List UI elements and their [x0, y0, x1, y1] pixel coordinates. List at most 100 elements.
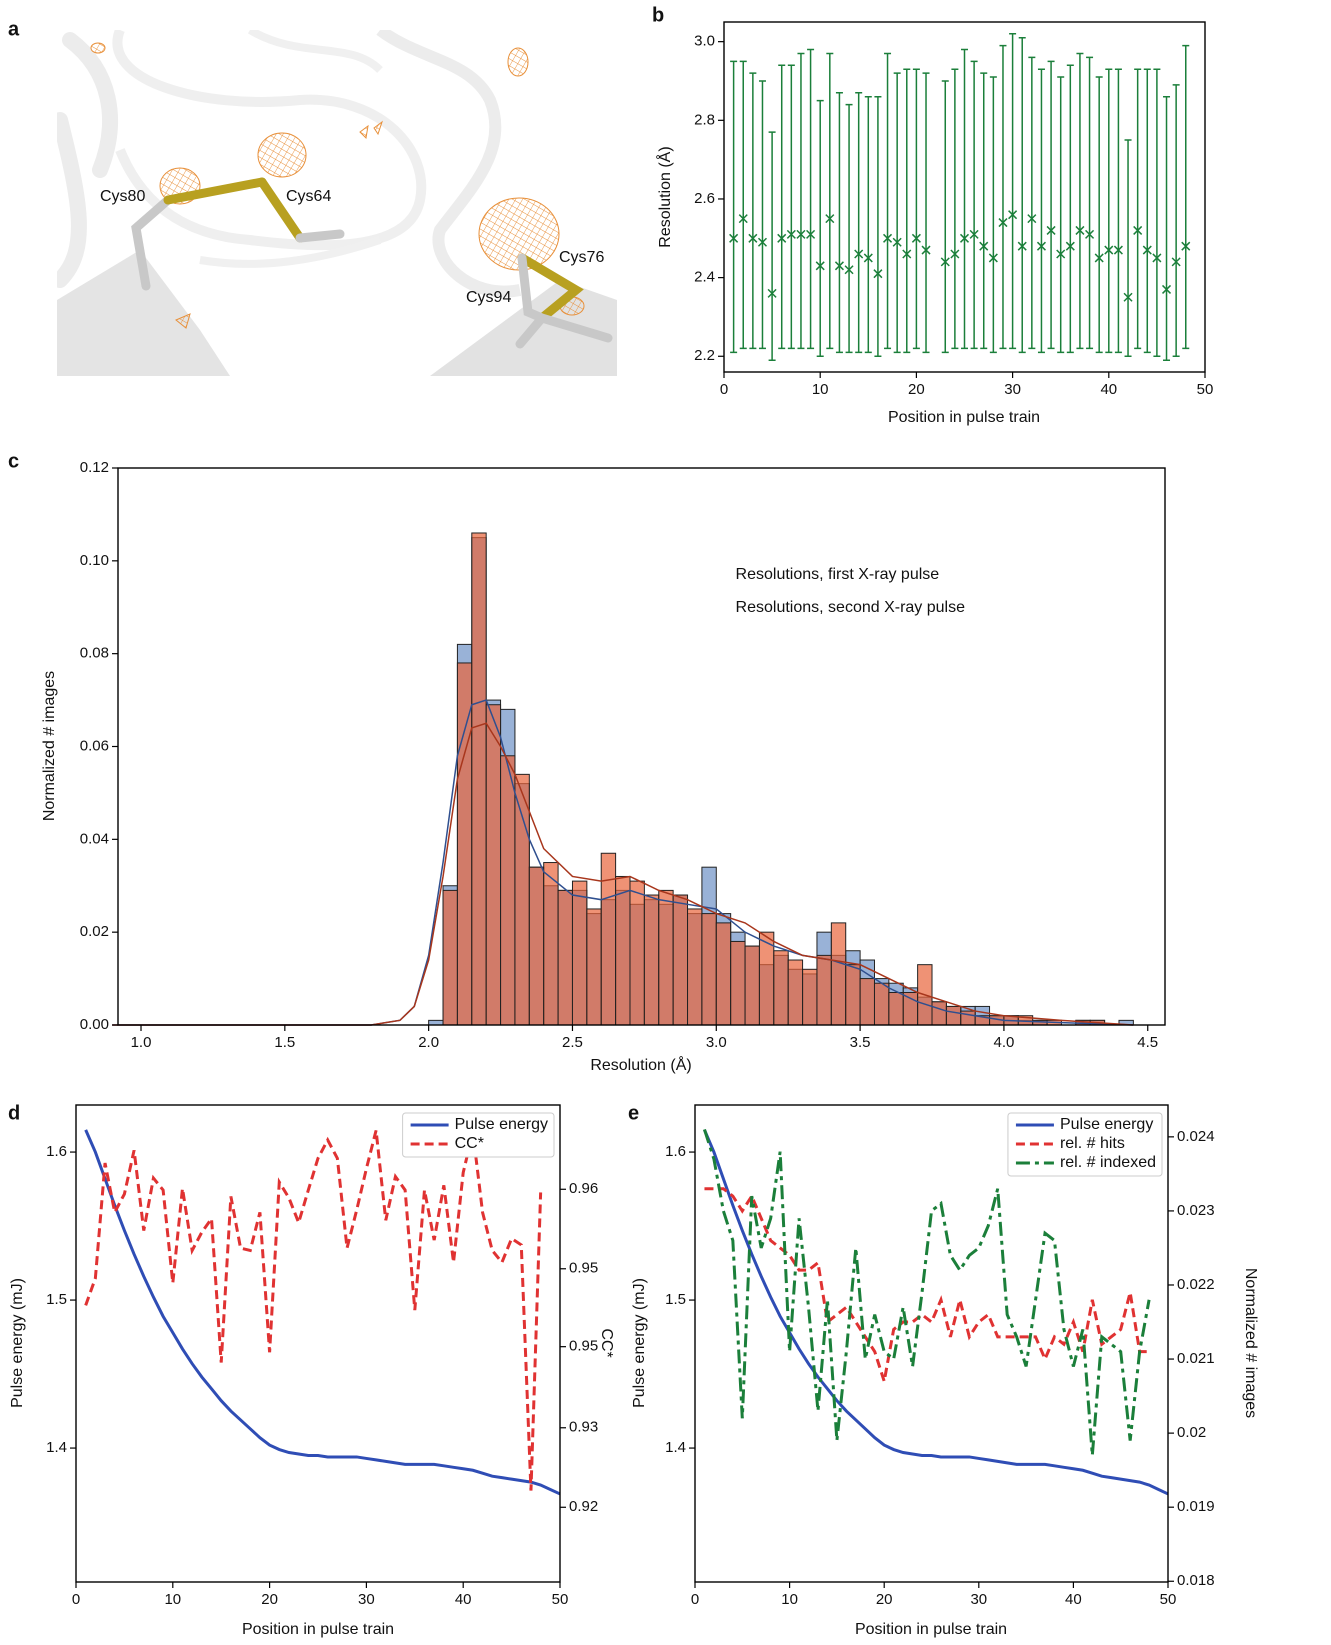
y2-tick-label: 0.96 [569, 1180, 598, 1197]
x-tick-label: 0 [720, 381, 728, 398]
marker [1104, 245, 1114, 255]
error-bar [1095, 76, 1103, 354]
y2-axis-title: Normalized # images [1242, 1268, 1259, 1418]
histogram-bar [744, 945, 760, 1026]
error-bar [1028, 56, 1036, 350]
y2-tick-label: 0.024 [1177, 1128, 1215, 1145]
histogram-bar [715, 922, 732, 1026]
error-bar [970, 60, 978, 350]
marker [863, 253, 873, 263]
marker [844, 265, 854, 275]
y-tick-label: 0.12 [80, 459, 109, 476]
y2-tick-label: 0.021 [1177, 1350, 1215, 1367]
marker [1161, 284, 1172, 294]
y-tick-label: 2.6 [694, 190, 715, 207]
x-tick-label: 20 [261, 1591, 278, 1608]
density-line [112, 699, 1134, 1026]
histogram-bar [643, 894, 660, 1026]
x-tick-label: 30 [358, 1591, 375, 1608]
marker [738, 214, 748, 224]
error-bar [1066, 64, 1074, 354]
x-tick-label: 10 [812, 381, 829, 398]
y2-tick-label: 0.022 [1177, 1276, 1215, 1293]
x-tick-label: 1.0 [131, 1034, 152, 1051]
legend-label: Pulse energy [455, 1116, 548, 1133]
histogram-bar [629, 880, 645, 1026]
marker [1171, 257, 1181, 267]
x-tick-label: 40 [1065, 1591, 1082, 1608]
legend-box [1007, 1112, 1163, 1177]
series-line [703, 1128, 1151, 1456]
histogram-bar [758, 931, 775, 1026]
x-axis-title: Position in pulse train [242, 1621, 394, 1638]
error-bar [730, 60, 738, 354]
error-bar [1047, 60, 1055, 350]
histogram-bar [773, 950, 789, 1026]
residue-label: Cys94 [466, 289, 511, 306]
error-bar [1057, 76, 1065, 354]
error-bar [749, 72, 757, 350]
panel-label: d [8, 1102, 20, 1124]
y-tick-label: 0.00 [80, 1016, 109, 1033]
error-bar [1143, 68, 1151, 354]
error-bar [807, 48, 815, 350]
marker [1036, 241, 1046, 251]
plot-frame [723, 21, 1206, 373]
error-bar [1018, 36, 1026, 354]
histogram-bar [672, 894, 689, 1026]
structure-image [57, 30, 617, 376]
y-axis-title: Normalized # images [41, 671, 58, 821]
legend-label: Pulse energy [1060, 1116, 1153, 1133]
error-bar [922, 72, 930, 354]
x-tick-label: 0 [691, 1591, 699, 1608]
x-tick-label: 10 [781, 1591, 798, 1608]
y-tick-label: 0.08 [80, 645, 109, 662]
histogram-bar [586, 908, 602, 1026]
histogram-bar [816, 954, 832, 1026]
marker [1142, 245, 1152, 255]
marker [748, 233, 758, 243]
error-bar [1037, 68, 1045, 354]
marker [1008, 210, 1018, 220]
residue-label: Cys64 [286, 188, 331, 205]
x-tick-label: 50 [1160, 1591, 1177, 1608]
residue-label: Cys76 [559, 249, 604, 266]
marker [892, 237, 902, 247]
marker [959, 233, 970, 243]
error-bar [874, 95, 882, 358]
y-tick-label: 0.02 [80, 923, 109, 940]
y-axis-title: Resolution (Å) [655, 146, 674, 247]
error-bar [845, 103, 853, 354]
marker [1046, 225, 1056, 235]
plot-frame [75, 1104, 561, 1583]
error-bar [1134, 68, 1142, 350]
histogram-bar [658, 889, 674, 1026]
marker [786, 229, 796, 239]
histogram-bar [543, 862, 559, 1026]
histogram-bar [500, 755, 516, 1026]
histogram-bar [442, 889, 458, 1026]
marker [1123, 292, 1133, 302]
error-bar [951, 68, 959, 350]
marker [796, 229, 806, 239]
marker [815, 261, 825, 271]
histogram-bar [514, 773, 530, 1026]
panel-label: e [628, 1102, 639, 1124]
y-tick-label: 2.4 [694, 269, 715, 286]
density-line [112, 722, 1134, 1026]
histogram-bar [471, 532, 487, 1026]
y2-tick-label: 0.019 [1177, 1498, 1215, 1515]
y-tick-label: 1.6 [46, 1143, 67, 1160]
error-bar [1124, 139, 1132, 358]
y-axis-title: Pulse energy (mJ) [631, 1278, 648, 1408]
error-bar [1182, 44, 1190, 350]
x-tick-label: 20 [908, 381, 925, 398]
marker [1094, 253, 1104, 263]
histogram-bar [830, 922, 847, 1026]
histogram-bar [888, 992, 904, 1026]
marker [777, 233, 787, 243]
x-tick-label: 3.5 [850, 1034, 871, 1051]
marker [921, 245, 931, 255]
histogram-bar [528, 866, 545, 1026]
